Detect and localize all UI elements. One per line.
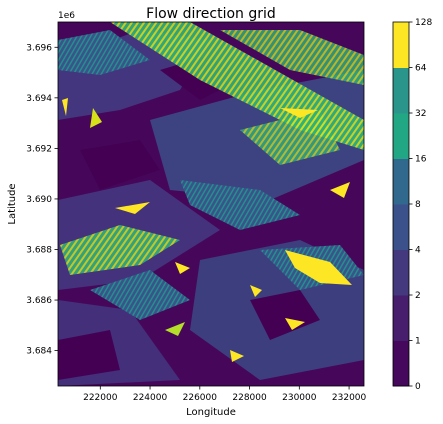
colorbar-tick-label: 4 [415,246,421,256]
x-tick-label: 224000 [133,393,168,403]
colorbar-tick-label: 2 [415,291,421,301]
colorbar-tick-label: 128 [415,18,432,28]
y-offset-label: 1e6 [58,11,75,21]
x-tick-label: 228000 [232,393,267,403]
x-tick-label: 232000 [332,393,367,403]
x-axis: 222000 224000 226000 228000 230000 232000 [83,386,367,403]
colorbar-tick-label: 64 [415,64,427,74]
colorbar-tick-label: 8 [415,200,421,210]
y-tick-label: 3.694 [26,94,52,104]
x-tick-label: 226000 [183,393,218,403]
colorbar-tick-label: 32 [415,109,426,119]
colorbar-segment [393,249,409,296]
colorbar-tick-label: 0 [415,382,421,392]
colorbar-segment [393,204,409,250]
colorbar-segment [393,67,409,114]
colorbar-segment [393,22,409,68]
y-tick-label: 3.692 [26,144,52,154]
y-tick-label: 3.696 [26,43,52,53]
heatmap-raster [58,22,364,386]
y-tick-label: 3.688 [26,246,52,256]
y-axis: 3.684 3.686 3.688 3.690 3.692 3.694 3.696 [26,43,58,357]
x-tick-label: 222000 [83,393,118,403]
x-axis-label: Longitude [186,407,236,418]
colorbar-segment [393,158,409,205]
colorbar-segment [393,340,409,387]
colorbar-segment [393,295,409,341]
plot-frame [57,21,365,387]
y-tick-label: 3.690 [26,195,52,205]
chart-title: Flow direction grid [146,6,276,22]
colorbar-segment [393,113,409,159]
y-tick-label: 3.684 [26,347,52,357]
colorbar-tick-label: 16 [415,155,427,165]
colorbar-tick-label: 1 [415,337,421,347]
colorbar: 0 1 2 4 8 16 32 64 128 [392,18,432,392]
x-tick-label: 230000 [282,393,317,403]
y-axis-label: Latitude [7,183,18,224]
y-tick-label: 3.686 [26,296,52,306]
